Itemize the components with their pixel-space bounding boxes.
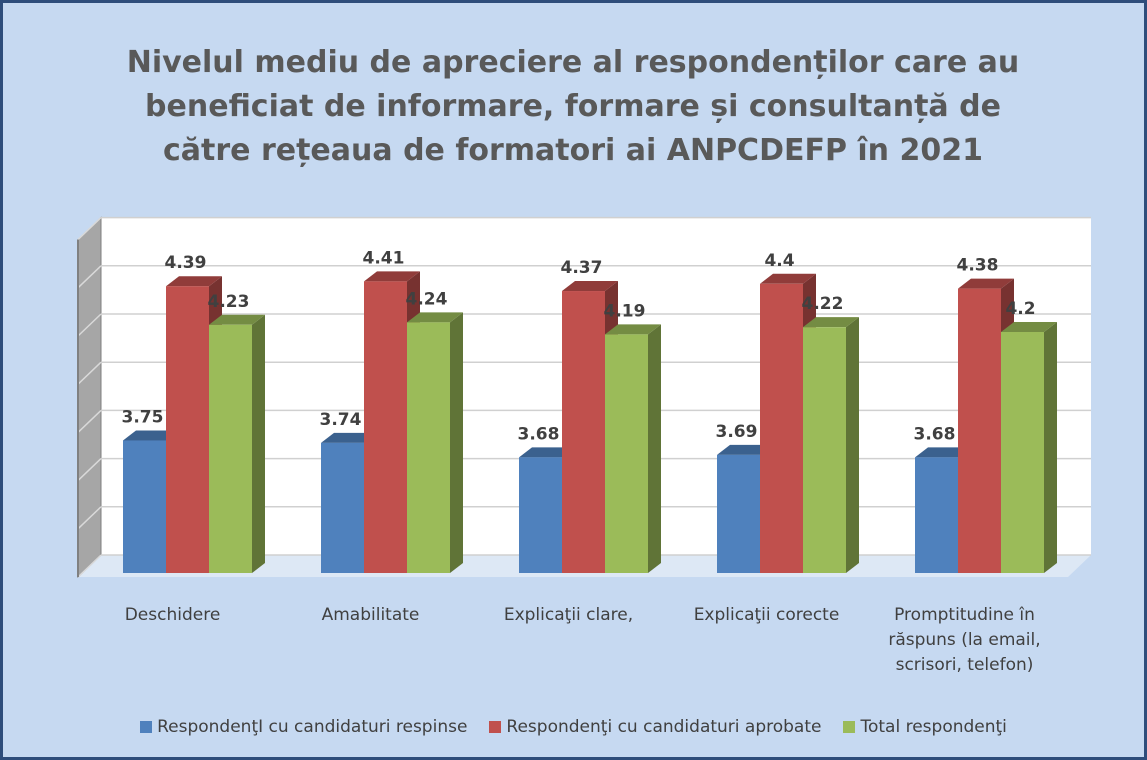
bar <box>209 314 265 573</box>
x-tick-label: Explicaţii corecte <box>693 605 840 625</box>
bar-top <box>407 312 463 323</box>
data-label: 4.38 <box>957 256 999 276</box>
side-grid-line <box>77 361 102 385</box>
bar-top <box>123 430 179 441</box>
x-tick-label: Promptitudine în răspuns (la email, scri… <box>888 605 1041 675</box>
bar-top <box>562 281 618 292</box>
legend-label: Total respondenţi <box>860 717 1007 737</box>
bar-front <box>1001 332 1044 573</box>
bar-side <box>450 312 463 573</box>
bar-front <box>915 457 958 573</box>
side-wall <box>77 216 102 579</box>
x-tick-label: Explicaţii clare, <box>503 605 634 625</box>
data-label: 4.4 <box>764 251 794 271</box>
bar-top <box>519 447 575 458</box>
side-grid-line <box>77 265 102 289</box>
data-label: 3.75 <box>122 407 164 427</box>
side-grid-line <box>77 409 102 433</box>
bar-side <box>648 324 661 573</box>
bar-front <box>760 283 803 573</box>
legend-item: Total respondenţi <box>843 717 1007 737</box>
data-label: 4.19 <box>604 301 646 321</box>
side-grid-line <box>77 217 102 241</box>
bar-side <box>252 314 265 573</box>
side-grid-line <box>77 554 102 578</box>
legend: RespondenţI cu candidaturi respinse Respo… <box>3 717 1144 737</box>
x-tick-label: Deschidere <box>124 605 221 625</box>
bar-top <box>760 273 816 284</box>
legend-label: RespondenţI cu candidaturi respinse <box>157 717 468 737</box>
bar-top <box>166 276 222 287</box>
bar-front <box>123 440 166 573</box>
legend-label: Respondenţi cu candidaturi aprobate <box>506 717 822 737</box>
x-tick-label: Amabilitate <box>321 605 420 625</box>
plot: 3.75 4.394.23 3.74 4.41 4.24 3.68 4.37 4.19 3.69… <box>77 216 1091 579</box>
bar-front <box>803 327 846 573</box>
data-label: 4.24 <box>406 289 448 309</box>
bar-top <box>364 271 420 282</box>
legend-swatch <box>140 721 153 733</box>
bar-side <box>1044 322 1057 573</box>
side-grid-line <box>77 313 102 337</box>
data-label: 4.37 <box>561 258 603 278</box>
data-label: 4.41 <box>363 248 405 268</box>
bar-top <box>605 324 661 335</box>
bar <box>605 324 661 573</box>
bar <box>407 312 463 573</box>
legend-item: RespondenţI cu candidaturi respinse <box>140 717 467 737</box>
bar <box>1001 322 1057 573</box>
bar-front <box>605 334 648 573</box>
data-label: 4.23 <box>208 292 250 312</box>
bar-top <box>717 444 773 455</box>
bar <box>803 317 859 573</box>
legend-swatch <box>489 721 502 733</box>
data-label: 3.74 <box>320 410 362 430</box>
bar-top <box>321 432 377 443</box>
bar-top <box>803 317 859 328</box>
data-label: 4.22 <box>802 294 844 314</box>
data-label: 4.39 <box>165 253 207 273</box>
legend-item: Respondenţi cu candidaturi aprobate <box>489 717 821 737</box>
chart-title: Nivelul mediu de apreciere al respondenț… <box>126 45 1020 168</box>
bar-front <box>407 322 450 573</box>
bar-front <box>562 291 605 573</box>
bar-top <box>958 278 1014 289</box>
bar-front <box>958 288 1001 573</box>
data-label: 3.68 <box>914 424 956 444</box>
bar-top <box>209 314 265 325</box>
bar-front <box>321 442 364 573</box>
bar-side <box>846 317 859 573</box>
legend-swatch <box>843 721 856 733</box>
bar-front <box>519 457 562 573</box>
bar-front <box>364 281 407 573</box>
bar-front <box>166 286 209 573</box>
bar-top <box>915 447 971 458</box>
side-grid-line <box>77 506 102 530</box>
bar-front <box>209 324 252 573</box>
side-grid-line <box>77 458 102 482</box>
data-label: 4.2 <box>1005 299 1035 319</box>
bar-front <box>717 454 760 573</box>
bar-top <box>1001 322 1057 332</box>
data-label: 3.69 <box>716 422 758 442</box>
data-label: 3.68 <box>518 424 560 444</box>
